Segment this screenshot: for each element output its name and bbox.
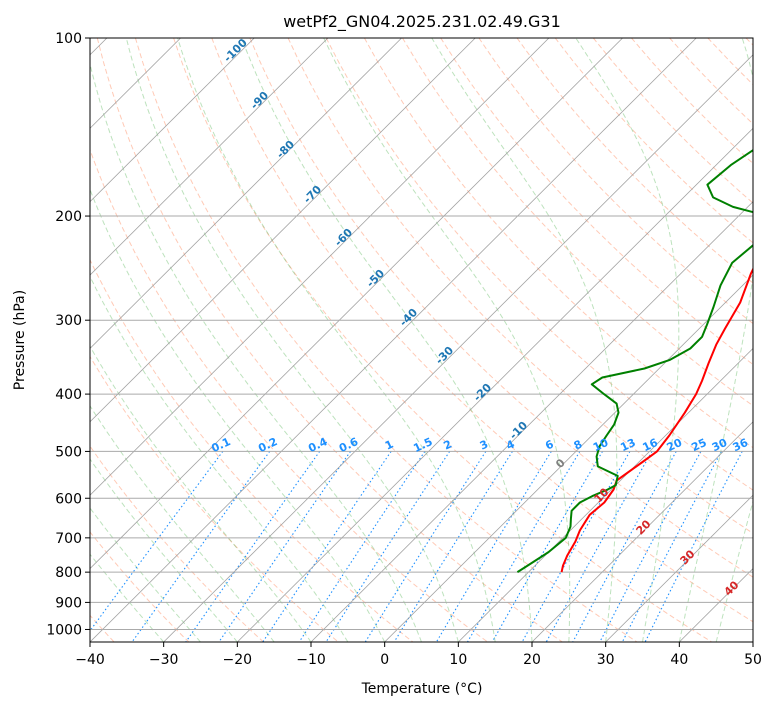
y-axis: 100 200 300 400 500 600 700 800 900 1000 (46, 31, 90, 638)
mixing-ratio-line (621, 451, 722, 642)
y-tick-label: 600 (55, 491, 82, 507)
mixing-ratio-label: 20 (665, 436, 685, 454)
moist-adiabat-line (90, 404, 275, 642)
x-tick-label: 40 (670, 652, 688, 668)
moist-adiabat-line (90, 62, 422, 642)
mixing-ratio-line (131, 451, 271, 642)
x-tick-label: −20 (223, 652, 253, 668)
isotherm-line (458, 347, 753, 642)
dry-adiabat-line (287, 38, 753, 534)
dry-adiabat-line (249, 38, 753, 578)
y-tick-label: 500 (55, 444, 82, 460)
moist-adiabat-line (575, 38, 680, 642)
x-tick-label: 50 (744, 652, 762, 668)
isotherm-line (90, 38, 623, 570)
background-lines (90, 38, 753, 642)
mixing-ratio-line (298, 451, 426, 642)
isotherm-line (90, 38, 329, 276)
isotherm-line (163, 54, 753, 642)
x-tick-label: 10 (449, 652, 467, 668)
moist-adiabat-line (90, 458, 238, 642)
moist-adiabat-line (241, 38, 533, 642)
moist-adiabat-line (125, 38, 459, 642)
y-tick-label: 900 (55, 595, 82, 611)
y-axis-label: Pressure (hPa) (12, 290, 28, 390)
mixing-ratio-line (325, 451, 451, 642)
moist-adiabat-line (715, 499, 753, 642)
moist-adiabat-line (431, 38, 618, 642)
x-tick-label: 20 (523, 652, 541, 668)
mixing-ratio-line (262, 451, 392, 642)
moist-adiabat-line (90, 275, 349, 642)
x-tick-label: −10 (296, 652, 326, 668)
mixing-ratio-label: 36 (731, 436, 751, 454)
y-tick-label: 100 (55, 31, 82, 47)
y-tick-label: 800 (55, 565, 82, 581)
isotherm-line (531, 421, 753, 642)
isotherm-line (90, 38, 697, 642)
mixing-ratio-label: 16 (640, 436, 660, 454)
isotherm-line (90, 38, 255, 203)
x-tick-label: 0 (380, 652, 389, 668)
mixing-ratio-line (364, 451, 487, 642)
x-tick-label: −30 (149, 652, 179, 668)
profile-line-2 (516, 148, 753, 573)
profile-line-1 (560, 266, 753, 573)
y-tick-label: 400 (55, 387, 82, 403)
dry-adiabat-line (211, 38, 753, 623)
mixing-ratio-line (644, 451, 743, 642)
profiles (516, 148, 753, 573)
x-tick-label: −40 (75, 652, 105, 668)
dry-adiabat-line (325, 38, 753, 491)
isotherm-line (237, 127, 753, 642)
y-tick-label: 200 (55, 209, 82, 225)
moist-adiabat-line (323, 38, 571, 642)
mixing-ratio-label: 10 (591, 436, 611, 454)
mixing-ratio-label: 13 (618, 436, 637, 454)
grid (90, 38, 753, 642)
mixing-ratio-line (393, 451, 513, 642)
x-axis: −40 −30 −20 −10 0 10 20 30 40 50 (75, 642, 762, 668)
y-tick-label: 1000 (46, 622, 82, 638)
x-axis-label: Temperature (°C) (361, 681, 483, 697)
moist-adiabat-line (90, 188, 386, 642)
mixing-ratio-line (572, 451, 677, 642)
mixing-ratio-label: 30 (710, 436, 730, 454)
moist-adiabat-line (177, 38, 496, 642)
isotherm-line (90, 38, 550, 496)
y-tick-label: 300 (55, 313, 82, 329)
y-tick-label: 700 (55, 531, 82, 547)
plot-frame (89, 37, 754, 643)
moist-adiabat-line (678, 38, 753, 642)
isotherm-line (384, 274, 753, 642)
dry-adiabat-line (90, 148, 489, 642)
chart-title: wetPf2_GN04.2025.231.02.49.G31 (283, 12, 561, 32)
isotherm-line (90, 38, 476, 423)
isotherm-line (605, 494, 753, 642)
x-tick-label: 30 (597, 652, 615, 668)
isotherm-line (90, 38, 402, 349)
isotherm-line (310, 201, 753, 642)
mixing-ratio-line (491, 451, 603, 642)
mixing-ratio-label: 25 (689, 436, 708, 454)
